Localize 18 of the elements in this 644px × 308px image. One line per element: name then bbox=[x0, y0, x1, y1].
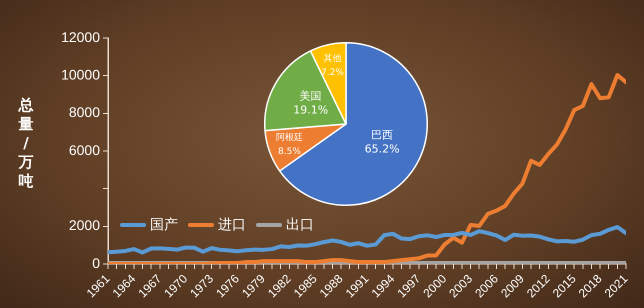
y-tick-label: 2000 bbox=[68, 217, 100, 234]
y-tick-label: 6000 bbox=[68, 142, 100, 158]
legend-label: 国产 bbox=[150, 216, 178, 233]
data-label: 7.2% bbox=[321, 68, 344, 78]
y-tick-label: 10000 bbox=[61, 66, 100, 83]
slice-label: 其他 bbox=[324, 52, 342, 64]
data-label: 19.1% bbox=[293, 104, 328, 117]
y-tick-label: 8000 bbox=[68, 104, 100, 120]
slice-label: 美国 bbox=[300, 90, 322, 103]
slice-label: 巴西 bbox=[371, 128, 394, 142]
legend-label: 进口 bbox=[218, 216, 246, 233]
y-tick-label: 0 bbox=[92, 254, 100, 271]
data-label: 8.5% bbox=[278, 146, 302, 157]
legend-label: 出口 bbox=[286, 216, 314, 233]
y-axis-title: 总量/万吨 bbox=[17, 96, 34, 191]
y-tick-label: 12000 bbox=[61, 28, 100, 45]
slice-label: 阿根廷 bbox=[276, 132, 303, 143]
data-label: 65.2% bbox=[364, 142, 400, 156]
